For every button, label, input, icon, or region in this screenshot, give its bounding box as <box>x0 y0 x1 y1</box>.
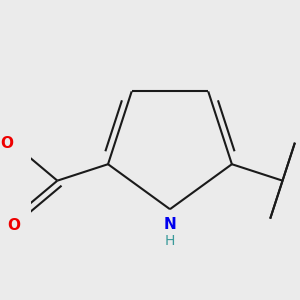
Text: N: N <box>164 217 176 232</box>
Text: O: O <box>7 218 20 233</box>
Text: O: O <box>1 136 13 151</box>
Text: H: H <box>165 234 175 248</box>
